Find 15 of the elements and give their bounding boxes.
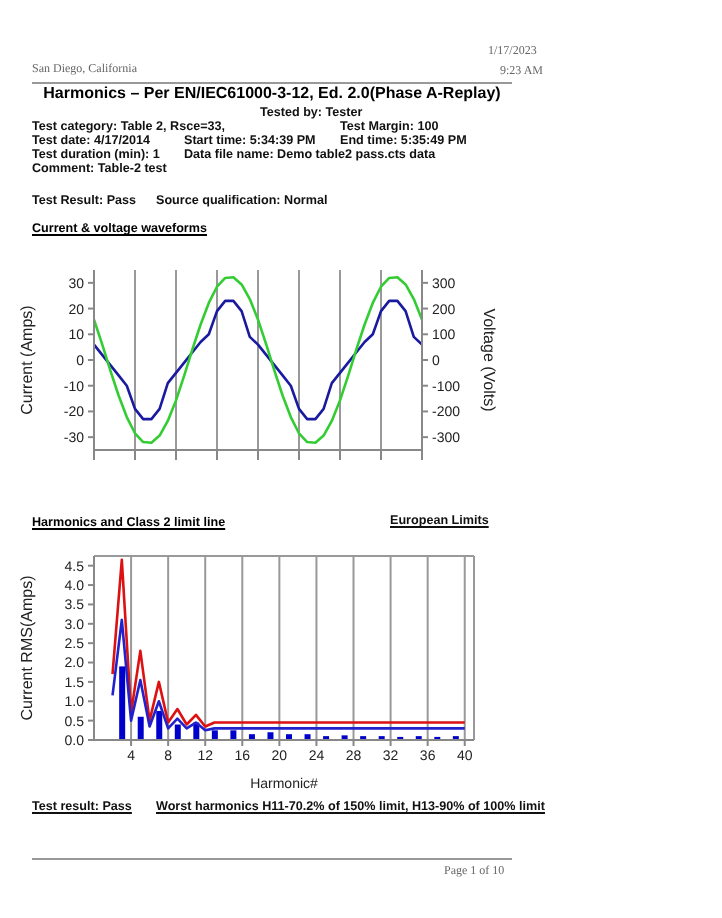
bar [267, 732, 274, 740]
y-axis-title: Current RMS(Amps) [17, 574, 36, 721]
bar [156, 710, 163, 740]
bar [230, 730, 237, 740]
bar [137, 716, 144, 740]
bar [211, 730, 218, 740]
line-series [94, 299, 422, 421]
line-series [94, 275, 422, 445]
chart-title: Harmonics – Per EN/IEC61000-3-12, Ed. 2.0(Phase A-Replay) [41, 84, 503, 102]
y-axis-title: Current (Amps) [17, 304, 36, 415]
bar [119, 666, 126, 740]
line-series [111, 558, 467, 728]
y2-axis-title: Voltage (Volts) [480, 308, 499, 413]
line-series [111, 618, 467, 732]
bar [174, 724, 181, 740]
